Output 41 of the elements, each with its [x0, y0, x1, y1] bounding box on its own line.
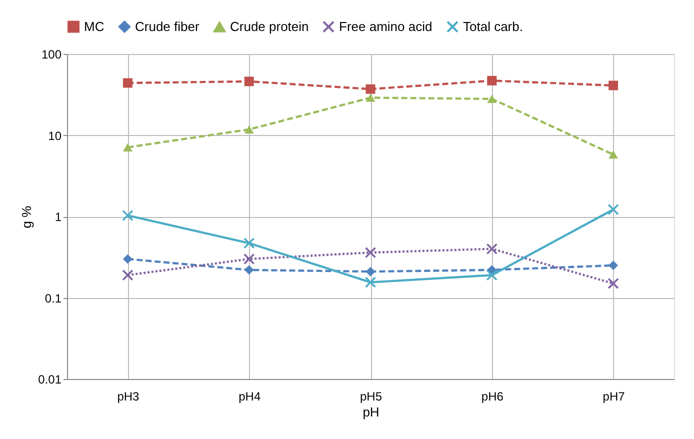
point — [244, 76, 254, 86]
point — [486, 269, 498, 281]
y-tick-label: 0.01 — [38, 372, 62, 386]
point — [608, 278, 619, 290]
point — [608, 150, 618, 159]
y-tick-label: 1 — [54, 210, 62, 224]
point — [244, 125, 254, 134]
y-tick-label: 100 — [41, 48, 62, 62]
legend-label: Total carb. — [463, 18, 523, 34]
point — [366, 84, 376, 94]
y-axis-title: g % — [19, 205, 34, 228]
x-axis-title: pH — [362, 404, 380, 420]
point — [122, 78, 132, 88]
legend-label: Crude fiber — [135, 18, 200, 34]
point — [243, 238, 255, 249]
point — [366, 266, 376, 276]
point — [486, 243, 498, 254]
point — [364, 276, 376, 288]
x-tick-label: pH7 — [602, 390, 626, 404]
point — [122, 254, 132, 264]
point — [122, 143, 132, 152]
point — [608, 260, 618, 270]
legend-label: MC — [84, 18, 104, 34]
y-tick-label: 10 — [48, 128, 62, 143]
x-tick-label: pH5 — [360, 390, 382, 404]
legend-label: Free amino acid — [339, 18, 432, 34]
point — [122, 269, 134, 281]
y-tick-label: 0.1 — [44, 291, 62, 306]
point — [487, 94, 497, 104]
x-tick-label: pH6 — [481, 390, 504, 404]
legend-label: Crude protein — [230, 19, 309, 34]
point — [244, 265, 254, 275]
point — [243, 253, 255, 265]
point — [122, 210, 134, 222]
point — [608, 80, 618, 90]
x-tick-label: pH3 — [117, 390, 140, 404]
point — [487, 76, 497, 86]
point — [608, 204, 619, 216]
point — [366, 94, 376, 102]
point — [364, 246, 376, 258]
x-tick-label: pH4 — [238, 390, 261, 404]
